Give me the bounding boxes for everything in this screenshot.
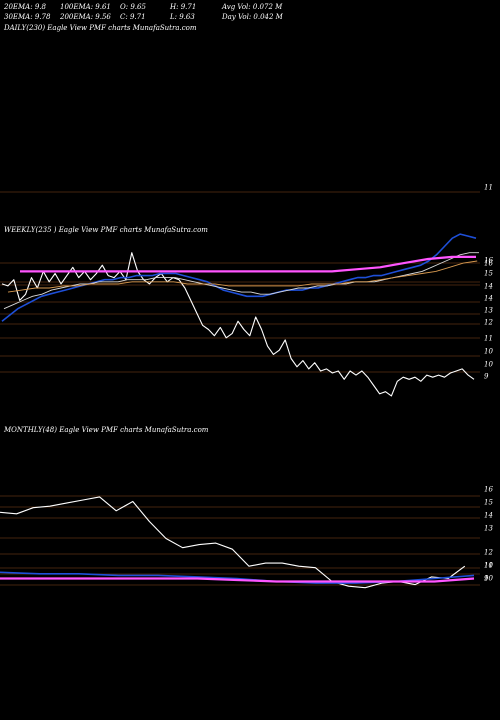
panel-0: 11	[0, 184, 493, 193]
stat-low: L: 9.63	[170, 13, 195, 21]
series-line-2	[3, 252, 479, 310]
series-line-2	[0, 577, 475, 583]
y-tick-label: 12	[484, 319, 493, 327]
y-tick-label: 10	[484, 575, 493, 583]
stat-ema30: 30EMA: 9.78	[4, 13, 51, 21]
stat-ema20: 20EMA: 9.8	[4, 3, 46, 11]
y-tick-label: 14	[484, 512, 493, 520]
y-tick-label: 13	[484, 525, 493, 533]
y-tick-label: 16	[484, 486, 493, 494]
stat-ema100: 100EMA: 9.61	[60, 3, 111, 11]
daily-caption: DAILY(230) Eagle View PMF charts MunafaS…	[4, 24, 197, 32]
y-tick-label: 16	[484, 257, 493, 265]
series-line-3	[7, 260, 478, 293]
y-tick-label: 11	[484, 335, 493, 343]
stat-avg-vol: Avg Vol: 0.072 M	[222, 3, 283, 11]
y-tick-label: 15	[484, 270, 493, 278]
y-tick-label: 11	[484, 184, 493, 192]
stat-close: C: 9.71	[120, 13, 146, 21]
stat-open: O: 9.65	[120, 3, 146, 11]
stat-ema200: 200EMA: 9.56	[60, 13, 111, 21]
series-line-1	[1, 233, 477, 322]
y-tick-label: 11	[484, 562, 493, 570]
y-tick-label: 10	[484, 361, 493, 369]
weekly-caption: WEEKLY(235 ) Eagle View PMF charts Munaf…	[4, 226, 208, 234]
stat-high: H: 9.71	[170, 3, 197, 11]
y-tick-label: 13	[484, 307, 493, 315]
y-tick-label: 10	[484, 348, 493, 356]
series-line-4	[20, 255, 476, 273]
y-tick-label: 9	[484, 575, 489, 583]
series-line-0	[1, 252, 475, 397]
y-tick-label: 12	[484, 549, 493, 557]
monthly-caption: MONTHLY(48) Eagle View PMF charts Munafa…	[4, 426, 209, 434]
y-tick-label: 9	[484, 373, 489, 381]
y-tick-label: 15	[484, 499, 493, 507]
stat-day-vol: Day Vol: 0.042 M	[222, 13, 283, 21]
y-tick-label: 10	[484, 562, 493, 570]
y-tick-label: 16	[484, 260, 493, 268]
y-tick-label: 14	[484, 295, 493, 303]
y-tick-label: 14	[484, 283, 493, 291]
